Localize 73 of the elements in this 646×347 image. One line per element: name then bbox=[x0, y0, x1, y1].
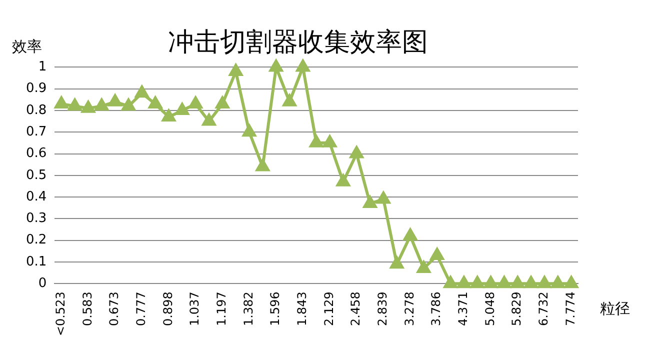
x-axis-title: 粒径 bbox=[600, 299, 630, 318]
x-tick-label: 1.382 bbox=[241, 292, 256, 326]
x-tick-label: 5.048 bbox=[482, 292, 497, 326]
point bbox=[54, 96, 68, 108]
x-tick-label: 5.829 bbox=[510, 292, 524, 326]
x-tick-label: 7.774 bbox=[563, 292, 578, 326]
point bbox=[564, 276, 578, 288]
point bbox=[484, 276, 498, 288]
point bbox=[68, 98, 82, 111]
y-tick-label: 0.8 bbox=[26, 102, 47, 118]
point bbox=[430, 248, 444, 260]
y-tick-label: 0 bbox=[38, 276, 47, 291]
x-tick-label: 2.129 bbox=[322, 292, 336, 326]
point bbox=[538, 276, 552, 288]
point bbox=[269, 60, 283, 72]
x-tick-label: 3.278 bbox=[402, 292, 416, 326]
x-tick-label: 4.371 bbox=[456, 292, 470, 326]
point bbox=[242, 124, 256, 137]
x-tick-label: 6.732 bbox=[536, 292, 551, 326]
x-tick-label: 0.583 bbox=[80, 292, 94, 326]
x-tick-label: 0.777 bbox=[134, 292, 148, 326]
y-axis-title: 效率 bbox=[12, 38, 42, 56]
point bbox=[336, 174, 350, 186]
y-tick-label: 0.5 bbox=[26, 168, 47, 183]
y-tick-label: 0.4 bbox=[26, 189, 47, 204]
point bbox=[470, 276, 484, 288]
y-tick-label: 0.7 bbox=[26, 124, 47, 140]
point bbox=[416, 260, 430, 273]
x-tick-label: 1.843 bbox=[295, 292, 310, 326]
point bbox=[175, 102, 189, 115]
chart-title: 冲击切割器收集效率图 bbox=[168, 27, 428, 58]
point bbox=[524, 276, 538, 288]
point bbox=[551, 276, 565, 288]
point bbox=[498, 276, 511, 288]
point bbox=[229, 64, 243, 76]
x-tick-label: 0.673 bbox=[107, 292, 122, 326]
point bbox=[94, 98, 108, 111]
y-tick-label: 0.2 bbox=[26, 232, 47, 248]
point bbox=[162, 109, 176, 122]
x-tick-label: 1.037 bbox=[188, 292, 202, 326]
point bbox=[444, 276, 458, 288]
point bbox=[323, 135, 336, 148]
y-tick-label: 0.6 bbox=[26, 146, 47, 162]
point bbox=[202, 114, 216, 126]
point bbox=[188, 96, 202, 108]
x-tick-label: 1.197 bbox=[214, 292, 229, 326]
point bbox=[216, 96, 230, 108]
point bbox=[310, 135, 324, 148]
point bbox=[363, 196, 377, 208]
point bbox=[376, 192, 390, 204]
point bbox=[457, 276, 471, 288]
x-tick-label: 3.786 bbox=[429, 292, 444, 326]
x-tick-label: 2.458 bbox=[348, 292, 363, 326]
point bbox=[282, 94, 296, 106]
point bbox=[135, 86, 149, 98]
x-tick-label: 0.898 bbox=[160, 292, 175, 326]
x-tick-label: 1.596 bbox=[268, 292, 282, 326]
point bbox=[510, 276, 524, 288]
point bbox=[390, 256, 404, 269]
point bbox=[82, 100, 95, 113]
point bbox=[350, 146, 364, 158]
point bbox=[296, 60, 310, 72]
point bbox=[256, 159, 270, 172]
y-tick-label: 1 bbox=[38, 60, 47, 75]
y-tick-label: 0.3 bbox=[26, 211, 47, 226]
point bbox=[108, 94, 122, 106]
point bbox=[148, 96, 162, 108]
x-tick-label: 2.839 bbox=[376, 292, 390, 326]
point bbox=[404, 228, 417, 240]
x-tick-label: <0.523 bbox=[54, 292, 68, 336]
y-tick-label: 0.1 bbox=[26, 254, 47, 270]
point bbox=[122, 98, 136, 111]
y-tick-label: 0.9 bbox=[26, 81, 47, 96]
